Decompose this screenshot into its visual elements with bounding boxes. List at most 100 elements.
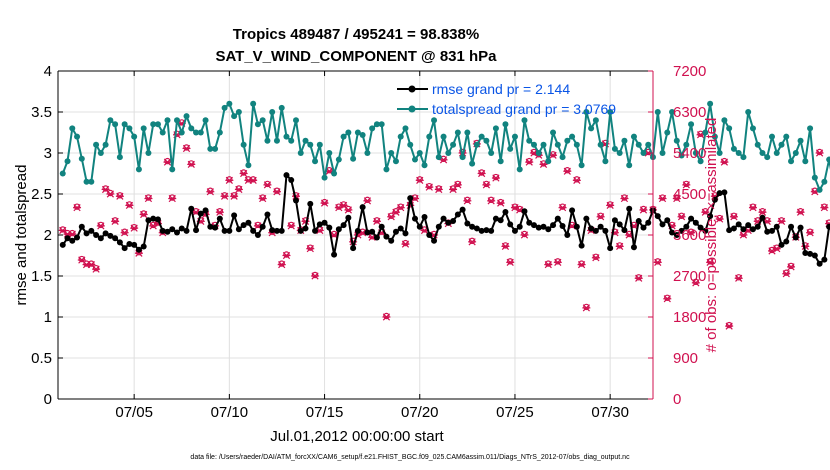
obs-possible-marker [321, 198, 328, 206]
spread-point [788, 158, 795, 165]
rmse-point [416, 223, 423, 230]
spread-point [535, 150, 542, 156]
rmse-point [93, 232, 100, 238]
obs-point [425, 182, 434, 191]
rmse-point [197, 210, 204, 217]
rmse-point [578, 242, 585, 249]
obs-point [558, 203, 567, 212]
legend: rmse grand pr = 2.144 totalspread grand … [397, 81, 616, 117]
obs-point [515, 205, 524, 214]
obs-possible-marker [307, 244, 314, 251]
spread-point [816, 186, 823, 193]
spread-point [250, 100, 257, 107]
obs-point [815, 148, 824, 157]
rmse-point [788, 223, 795, 230]
spread-point [826, 156, 830, 163]
spread-point [364, 150, 371, 156]
spread-point [759, 150, 766, 156]
rmse-point [740, 226, 747, 233]
rmse-point [331, 251, 338, 258]
obs-point [706, 258, 715, 266]
obs-point [453, 180, 462, 189]
rmse-point [497, 217, 504, 224]
spread-point [112, 121, 119, 128]
spread-point [83, 178, 90, 185]
spread-point [297, 150, 304, 156]
obs-point [120, 228, 129, 237]
obs-possible-marker [78, 255, 86, 263]
spread-point [421, 162, 428, 169]
obs-possible-marker [683, 180, 690, 188]
obs-possible-marker [340, 201, 347, 208]
obs-point [168, 194, 177, 203]
spread-point [388, 150, 395, 156]
spread-point [692, 150, 699, 156]
spread-point [135, 166, 142, 173]
rmse-point [745, 222, 752, 229]
rmse-point [297, 227, 304, 234]
obs-possible-marker [426, 182, 433, 190]
rmse-point [369, 228, 376, 235]
rmse-point [607, 245, 614, 252]
spread-point [78, 155, 85, 162]
x-tick-label: 07/10 [211, 404, 249, 421]
rmse-point [321, 219, 328, 226]
x-tick-label: 07/20 [401, 404, 439, 421]
obs-possible-marker [702, 208, 709, 215]
rmse-point [307, 200, 314, 207]
obs-point [396, 203, 405, 212]
rmse-point [121, 245, 128, 252]
rmse-point [526, 219, 533, 226]
rmse-point [326, 224, 333, 231]
obs-point [482, 180, 491, 189]
spread-point [373, 121, 380, 128]
obs-possible-marker [564, 167, 571, 174]
obs-point [287, 221, 296, 230]
tick-marks [58, 70, 653, 400]
rmse-point [278, 227, 285, 234]
spread-point [392, 158, 399, 165]
obs-possible-marker [435, 185, 442, 192]
spread-point [212, 145, 219, 152]
rmse-point [535, 224, 542, 231]
spread-point [216, 129, 223, 136]
obs-point [306, 244, 315, 253]
spread-point [174, 117, 180, 124]
spread-point [569, 133, 576, 140]
rmse-point [659, 221, 666, 228]
spread-point [383, 166, 390, 173]
obs-point [277, 260, 286, 269]
rmse-point [726, 227, 733, 234]
obs-possible-marker [216, 208, 224, 215]
spread-point [269, 109, 276, 115]
rmse-point [74, 234, 81, 241]
spread-point [188, 125, 195, 132]
spread-point [340, 133, 347, 140]
rmse-point [221, 227, 228, 234]
obs-possible-marker [483, 180, 490, 188]
obs-possible-marker [288, 221, 295, 229]
rmse-point [245, 219, 252, 226]
rmse-point [769, 227, 775, 234]
spread-point [254, 121, 261, 128]
rmse-point [521, 208, 528, 215]
obs-possible-marker [578, 260, 585, 267]
obs-possible-marker [616, 242, 623, 249]
spread-point [369, 125, 376, 132]
obs-point [820, 203, 829, 212]
spread-point [792, 150, 799, 156]
obs-point [615, 242, 624, 251]
rmse-point [207, 223, 214, 230]
obs-possible-marker [721, 157, 728, 165]
obs-point [729, 212, 738, 221]
y-tick-label-left: 1 [44, 309, 52, 326]
spread-point [707, 100, 714, 107]
obs-point [144, 194, 153, 203]
rmse-point [202, 207, 209, 214]
obs-point [787, 262, 796, 271]
rmse-point [802, 250, 809, 257]
rmse-point [78, 223, 85, 230]
rmse-point [131, 241, 138, 248]
obs-point [225, 176, 234, 184]
